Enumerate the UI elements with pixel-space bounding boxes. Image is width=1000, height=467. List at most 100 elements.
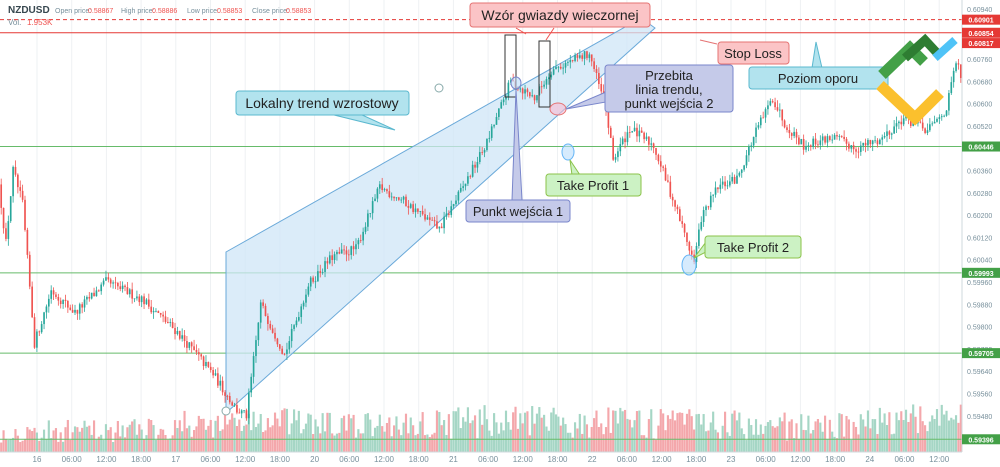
candle-body [909, 118, 912, 126]
entry-1-box[interactable] [465, 199, 571, 223]
candle-body [238, 412, 241, 414]
candle-body [676, 206, 679, 210]
volume-bar [654, 439, 658, 452]
volume-bar [583, 415, 586, 452]
candle-body [88, 296, 91, 299]
volume-bar [671, 410, 674, 452]
candle-body [814, 138, 817, 145]
take-profit-1-box[interactable] [545, 173, 642, 197]
volume-bar [690, 416, 693, 452]
volume-bar [426, 434, 429, 452]
candle-body [252, 356, 255, 377]
candle-body [386, 189, 388, 192]
candle-body [409, 204, 412, 208]
x-tick-label: 06:00 [756, 455, 777, 464]
volume-bar [500, 422, 503, 452]
volume-bar [14, 429, 17, 452]
volume-bar [719, 438, 722, 452]
volume-bar [7, 439, 10, 452]
volume-bar [447, 414, 450, 452]
candle-body [128, 289, 131, 295]
candle-body [445, 213, 448, 217]
candle-body [590, 54, 593, 62]
volume-bar [659, 409, 662, 452]
candle-body [769, 101, 772, 106]
volume-bar [135, 434, 138, 452]
volume-bar [328, 412, 331, 452]
candle-body [400, 199, 403, 201]
candle-body [798, 137, 800, 145]
volume-bar [547, 430, 550, 452]
candle-body [581, 55, 584, 59]
volume-bar [828, 419, 831, 452]
volume-bar [157, 434, 160, 452]
uptrend-box[interactable] [235, 90, 410, 116]
candle-body [483, 150, 486, 153]
volume-bar [131, 421, 134, 452]
candle-body [207, 361, 210, 367]
candle-body [859, 145, 862, 152]
candle-body [612, 137, 614, 160]
volume-bar [90, 434, 93, 452]
candle-body [459, 187, 462, 192]
channel-handle[interactable] [221, 406, 231, 416]
volume-bar [728, 435, 731, 452]
candle-body [331, 255, 334, 261]
volume-bar [0, 442, 3, 452]
volume-bar [104, 424, 108, 452]
y-tick-label: 0.60760 [967, 57, 992, 64]
candle-body [371, 201, 374, 214]
volume-bar [164, 435, 167, 452]
candle-body [169, 322, 172, 324]
evening-star-label-box[interactable] [469, 2, 651, 28]
take-profit-2-box[interactable] [704, 235, 802, 259]
candle-body [345, 250, 348, 255]
volume-bar [52, 430, 55, 452]
volume-bar [47, 420, 50, 452]
resistance-box[interactable] [748, 66, 889, 90]
stop-loss-pointer [699, 39, 718, 45]
price-level-value: 0.60446 [968, 145, 993, 152]
candle-body [879, 139, 881, 145]
candle-body [771, 101, 774, 103]
candle-body [105, 277, 107, 281]
volume-bar [554, 414, 558, 452]
volume-bar [350, 418, 353, 452]
volume-bar [802, 429, 805, 452]
trendline-break-box[interactable] [604, 64, 734, 113]
candle-body [97, 290, 100, 292]
volume-bar [724, 411, 727, 452]
candle-body [190, 342, 193, 347]
volume-bar [45, 439, 48, 452]
volume-bar [564, 424, 567, 452]
candle-body [443, 216, 445, 229]
volume-bar [97, 436, 100, 452]
candle-body [5, 228, 7, 239]
volume-bar [35, 432, 38, 452]
stop-loss-box[interactable] [717, 41, 790, 65]
candle-body [593, 61, 595, 69]
volume-bar [857, 434, 860, 452]
candle-body [302, 302, 305, 307]
candle-body [938, 117, 941, 119]
candle-body [112, 282, 114, 284]
volume-bar [581, 433, 584, 452]
stop-loss-label: Stop Loss [724, 46, 782, 61]
candle-body [678, 209, 681, 222]
candle-body [357, 240, 360, 245]
candle-body [350, 246, 353, 255]
candle-body [493, 124, 495, 127]
volume-bar [757, 434, 760, 452]
volume-bar [302, 429, 305, 452]
volume-bar [640, 435, 643, 452]
candle-body [402, 196, 405, 200]
channel-handle[interactable] [434, 83, 444, 93]
candle-body [133, 298, 136, 300]
candle-body [595, 68, 598, 73]
x-tick-label: 20 [310, 455, 319, 464]
candle-body [236, 404, 238, 413]
candle-body [802, 139, 805, 150]
candle-body [855, 149, 857, 152]
candle-body [181, 335, 183, 339]
